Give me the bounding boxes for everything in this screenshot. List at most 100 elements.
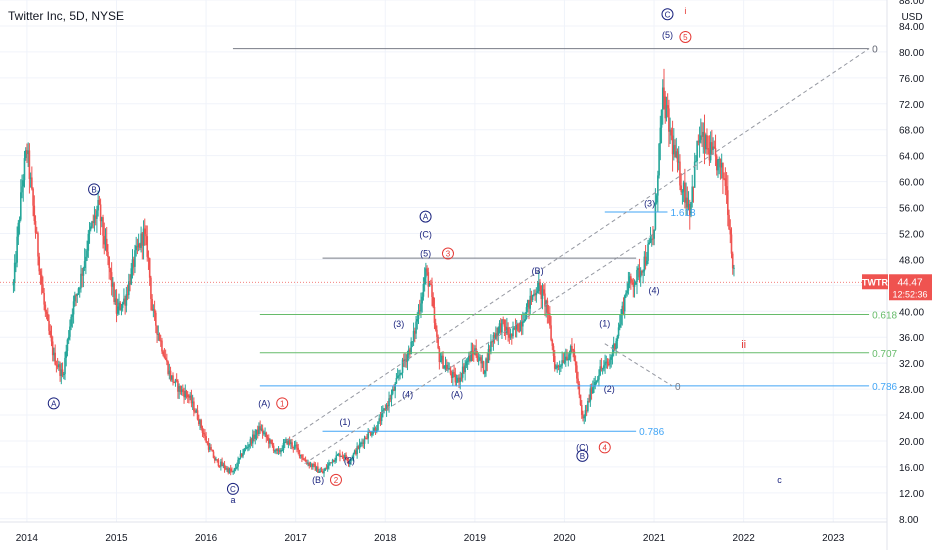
- candle: [185, 389, 188, 399]
- candle-body: [384, 408, 387, 411]
- candle-body: [641, 271, 643, 273]
- candle-body: [371, 434, 373, 436]
- candle: [691, 174, 694, 208]
- candle: [361, 438, 363, 447]
- candle-body: [454, 373, 457, 383]
- candle-body: [26, 150, 28, 155]
- candle-body: [205, 436, 207, 443]
- candle-body: [31, 177, 33, 189]
- candle: [336, 453, 339, 456]
- candle-body: [560, 365, 562, 367]
- time-tick-label: 2016: [195, 533, 218, 544]
- candle-body: [288, 440, 291, 444]
- candle: [340, 455, 342, 457]
- candle-body: [605, 361, 608, 363]
- candle-body: [706, 135, 708, 149]
- candle-body: [56, 365, 59, 368]
- candle: [519, 320, 522, 332]
- candle-body: [580, 404, 583, 415]
- fib-level-label: 0: [872, 45, 878, 56]
- candle-body: [105, 238, 108, 252]
- candle: [43, 288, 45, 311]
- candle: [135, 236, 137, 257]
- candle-body: [604, 362, 606, 366]
- candle: [18, 216, 21, 235]
- candle: [238, 457, 241, 464]
- candle: [293, 440, 296, 450]
- candle: [87, 230, 90, 258]
- candle: [33, 195, 36, 225]
- candle-body: [610, 357, 613, 360]
- candle: [32, 187, 34, 217]
- candle: [655, 193, 658, 205]
- candle-body: [673, 144, 675, 155]
- candle-body: [121, 302, 124, 308]
- candle: [652, 226, 654, 246]
- candle: [584, 405, 587, 422]
- candle: [234, 463, 237, 472]
- candle: [247, 442, 249, 452]
- candle-body: [353, 450, 356, 454]
- candle-body: [528, 300, 530, 309]
- candle-body: [418, 310, 421, 312]
- wave-label-circle: [441, 247, 454, 260]
- candle-body: [13, 262, 16, 283]
- candle: [74, 291, 76, 307]
- candle: [169, 366, 172, 382]
- candle-body: [168, 370, 171, 374]
- candle: [168, 363, 171, 380]
- candle: [653, 229, 655, 246]
- candle: [302, 454, 304, 461]
- candle: [684, 168, 686, 209]
- candle: [330, 462, 333, 464]
- candle-body: [245, 447, 248, 449]
- candle: [589, 384, 592, 407]
- price-tick-label: 84.00: [899, 22, 924, 33]
- candle-body: [107, 251, 109, 258]
- candle: [636, 266, 638, 295]
- candle: [546, 297, 549, 324]
- candle-body: [196, 410, 199, 420]
- candle-body: [40, 274, 43, 285]
- candle-body: [54, 352, 56, 365]
- candle: [47, 307, 49, 322]
- candle-body: [266, 437, 269, 439]
- candle-body: [621, 305, 624, 315]
- candle-body: [130, 268, 133, 285]
- candle-body: [162, 351, 164, 356]
- candle-body: [434, 322, 437, 330]
- candle-body: [109, 268, 112, 273]
- price-tick-label: 68.00: [899, 126, 924, 137]
- candle-body: [724, 178, 727, 187]
- price-tick-label: 40.00: [899, 307, 924, 318]
- candle-body: [312, 464, 314, 467]
- candle: [15, 251, 17, 273]
- candle: [670, 127, 673, 141]
- candle-body: [598, 375, 600, 380]
- candle-body: [479, 357, 481, 361]
- candle-body: [617, 327, 620, 337]
- candle: [685, 182, 687, 216]
- trend-line-label: 0: [675, 382, 681, 393]
- candle: [271, 439, 274, 448]
- candle-body: [477, 360, 480, 362]
- candle-body: [476, 355, 479, 361]
- candle-body: [247, 446, 249, 448]
- candle: [632, 278, 635, 298]
- candle: [664, 90, 667, 124]
- candle: [658, 143, 660, 179]
- candle: [320, 467, 323, 473]
- candle-body: [293, 445, 296, 448]
- price-tick-label: 36.00: [899, 333, 924, 344]
- candle-body: [626, 290, 628, 294]
- candle-body: [428, 283, 431, 287]
- candle: [453, 364, 455, 378]
- candle-body: [405, 359, 408, 362]
- candle: [109, 267, 112, 281]
- candle: [722, 162, 724, 195]
- candle-body: [578, 383, 581, 395]
- candle-body: [44, 304, 47, 312]
- candle: [161, 337, 163, 354]
- candle: [401, 357, 404, 379]
